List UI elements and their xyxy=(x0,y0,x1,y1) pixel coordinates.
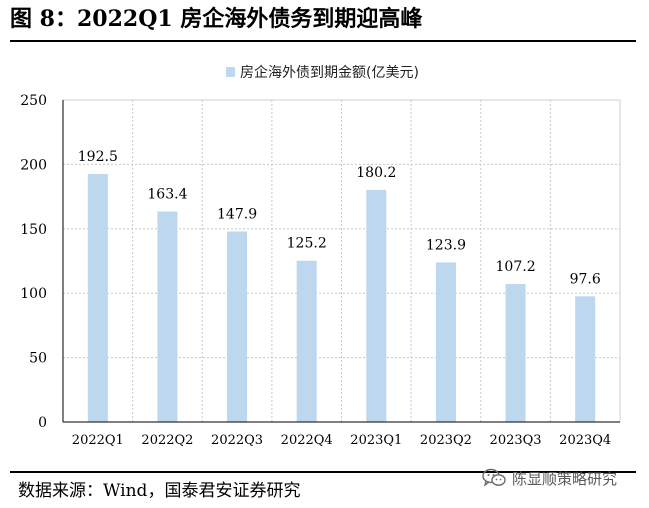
legend: 房企海外债到期金额(亿美元) xyxy=(226,64,419,81)
bar xyxy=(505,283,526,422)
x-tick-label: 2023Q3 xyxy=(490,433,542,448)
data-label: 147.9 xyxy=(217,207,257,223)
bar xyxy=(157,211,178,422)
data-source: 数据来源：Wind，国泰君安证券研究 xyxy=(18,481,301,501)
wechat-icon xyxy=(482,468,506,487)
bar xyxy=(575,296,596,422)
y-tick-label: 100 xyxy=(20,286,47,302)
x-tick-label: 2022Q4 xyxy=(281,433,333,448)
x-tick-label: 2022Q3 xyxy=(211,433,263,448)
bar xyxy=(366,189,387,422)
x-tick-label: 2023Q1 xyxy=(350,433,402,448)
x-tick-label: 2023Q4 xyxy=(559,433,611,448)
data-label: 180.2 xyxy=(356,165,396,181)
y-tick-label: 250 xyxy=(20,93,47,109)
y-tick-label: 0 xyxy=(38,415,47,431)
legend-swatch xyxy=(226,67,235,77)
bar xyxy=(87,174,108,422)
bar xyxy=(435,262,456,422)
watermark: 陈显顺策略研究 xyxy=(481,466,617,490)
bar xyxy=(227,231,248,422)
watermark-text: 陈显顺策略研究 xyxy=(512,469,618,488)
data-label: 107.2 xyxy=(496,259,536,275)
data-label: 192.5 xyxy=(78,149,118,165)
data-label: 97.6 xyxy=(570,271,601,287)
bar xyxy=(296,260,317,422)
data-label: 123.9 xyxy=(426,237,466,253)
x-tick-label: 2022Q2 xyxy=(141,433,193,448)
x-tick-label: 2022Q1 xyxy=(72,433,124,448)
title-divider xyxy=(10,40,636,42)
data-label: 163.4 xyxy=(147,187,187,203)
figure-title: 图 8：2022Q1 房企海外债务到期迎高峰 xyxy=(10,6,423,32)
x-tick-label: 2023Q2 xyxy=(420,433,472,448)
data-label: 125.2 xyxy=(287,236,327,252)
y-tick-label: 200 xyxy=(20,157,47,173)
y-tick-label: 150 xyxy=(20,222,47,238)
legend-label: 房企海外债到期金额(亿美元) xyxy=(240,64,419,81)
y-tick-label: 50 xyxy=(29,351,47,367)
footer-divider xyxy=(10,471,636,473)
